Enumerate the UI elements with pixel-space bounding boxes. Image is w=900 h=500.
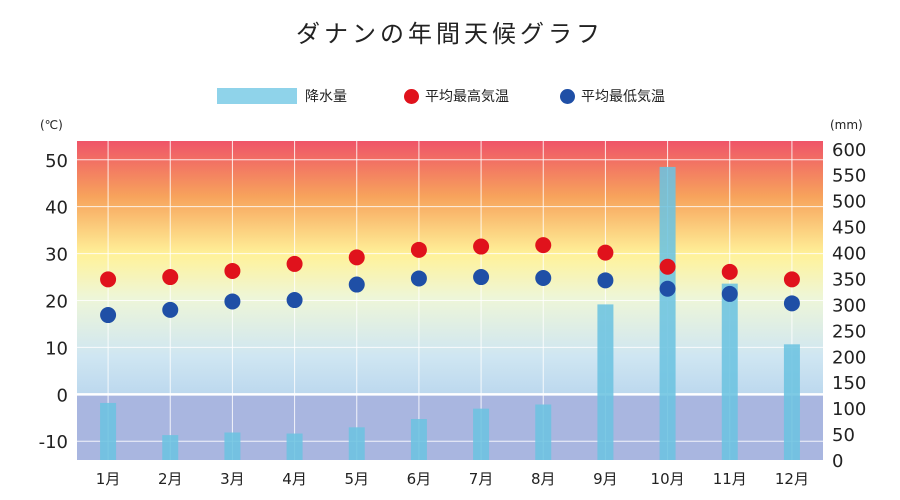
rainfall-bar bbox=[100, 402, 117, 460]
legend-rainfall: 降水量 bbox=[217, 86, 347, 106]
plot-background-above-zero bbox=[77, 141, 823, 395]
min-temp-point bbox=[535, 269, 552, 286]
right-axis-tick-label: 150 bbox=[832, 373, 866, 394]
legend-rainfall-label: 降水量 bbox=[305, 89, 347, 105]
min-temp-point bbox=[721, 285, 738, 302]
max-temp-point bbox=[162, 269, 179, 286]
legend-min-temp: 平均最低気温 bbox=[560, 86, 665, 106]
rainfall-bar bbox=[473, 408, 490, 460]
right-axis-tick-label: 450 bbox=[832, 218, 866, 239]
x-axis-tick-label: 10月 bbox=[651, 470, 685, 488]
x-axis-tick-label: 5月 bbox=[344, 470, 369, 488]
min-temp-point bbox=[659, 280, 676, 297]
legend-max-temp: 平均最高気温 bbox=[404, 86, 509, 106]
max-temp-point bbox=[535, 237, 552, 254]
legend-min-temp-label: 平均最低気温 bbox=[581, 89, 665, 105]
plot-background-below-zero bbox=[77, 394, 823, 460]
rainfall-bar bbox=[348, 427, 365, 460]
max-temp-point bbox=[100, 271, 117, 288]
right-axis-tick-label: 500 bbox=[832, 192, 866, 213]
rainfall-bar bbox=[721, 283, 738, 460]
max-temp-point bbox=[783, 271, 800, 288]
right-axis-tick-label: 50 bbox=[832, 425, 855, 446]
max-temp-point bbox=[348, 249, 365, 266]
left-axis-tick-label: 20 bbox=[45, 292, 68, 313]
right-axis-tick-label: 100 bbox=[832, 399, 866, 420]
left-axis-tick-label: 10 bbox=[45, 338, 68, 359]
left-axis-tick-label: 30 bbox=[45, 245, 68, 266]
max-temp-point bbox=[286, 255, 303, 272]
legend-min-temp-swatch bbox=[560, 88, 575, 104]
x-axis-tick-label: 3月 bbox=[220, 470, 245, 488]
left-axis-tick-label: -10 bbox=[39, 432, 68, 453]
x-axis-tick-label: 7月 bbox=[469, 470, 494, 488]
legend-max-temp-label: 平均最高気温 bbox=[425, 89, 509, 105]
right-axis-unit: (mm) bbox=[830, 118, 863, 132]
max-temp-point bbox=[410, 241, 427, 258]
rainfall-bar bbox=[783, 344, 800, 460]
x-axis-tick-label: 4月 bbox=[282, 470, 307, 488]
min-temp-point bbox=[100, 307, 117, 324]
right-axis-tick-label: 550 bbox=[832, 166, 866, 187]
x-axis-tick-label: 12月 bbox=[775, 470, 809, 488]
min-temp-point bbox=[348, 276, 365, 293]
max-temp-point bbox=[473, 238, 490, 255]
right-axis-tick-label: 250 bbox=[832, 321, 866, 342]
min-temp-point bbox=[286, 292, 303, 309]
x-axis-tick-label: 6月 bbox=[407, 470, 432, 488]
legend-max-temp-swatch bbox=[404, 88, 419, 104]
legend-rainfall-swatch bbox=[217, 88, 297, 104]
rainfall-bar bbox=[659, 166, 676, 461]
left-axis-tick-label: 50 bbox=[45, 151, 68, 172]
max-temp-point bbox=[224, 262, 241, 279]
left-axis-tick-label: 0 bbox=[57, 385, 68, 406]
max-temp-point bbox=[597, 244, 614, 261]
max-temp-point bbox=[721, 263, 738, 280]
rainfall-bar bbox=[162, 435, 179, 460]
x-axis-tick-label: 8月 bbox=[531, 470, 556, 488]
min-temp-point bbox=[410, 270, 427, 287]
x-axis-tick-label: 11月 bbox=[713, 470, 747, 488]
min-temp-point bbox=[597, 272, 614, 289]
left-axis-tick-label: 40 bbox=[45, 198, 68, 219]
chart-title: ダナンの年間天候グラフ bbox=[296, 20, 604, 48]
x-axis-tick-label: 2月 bbox=[158, 470, 183, 488]
rainfall-bar bbox=[410, 419, 427, 460]
x-axis-tick-label: 1月 bbox=[96, 470, 121, 488]
right-axis-tick-label: 0 bbox=[832, 451, 843, 472]
right-axis-tick-label: 600 bbox=[832, 140, 866, 161]
min-temp-point bbox=[783, 295, 800, 312]
min-temp-point bbox=[473, 269, 490, 286]
left-axis-unit: (℃) bbox=[40, 118, 63, 132]
rainfall-bar bbox=[535, 404, 552, 460]
rainfall-bar bbox=[224, 432, 241, 460]
min-temp-point bbox=[162, 301, 179, 318]
min-temp-point bbox=[224, 293, 241, 310]
right-axis-tick-label: 400 bbox=[832, 244, 866, 265]
right-axis-tick-label: 350 bbox=[832, 269, 866, 290]
rainfall-bar bbox=[597, 304, 614, 460]
right-axis-tick-label: 300 bbox=[832, 295, 866, 316]
right-axis-tick-label: 200 bbox=[832, 347, 866, 368]
rainfall-bar bbox=[286, 433, 303, 460]
x-axis-tick-label: 9月 bbox=[593, 470, 618, 488]
max-temp-point bbox=[659, 258, 676, 275]
